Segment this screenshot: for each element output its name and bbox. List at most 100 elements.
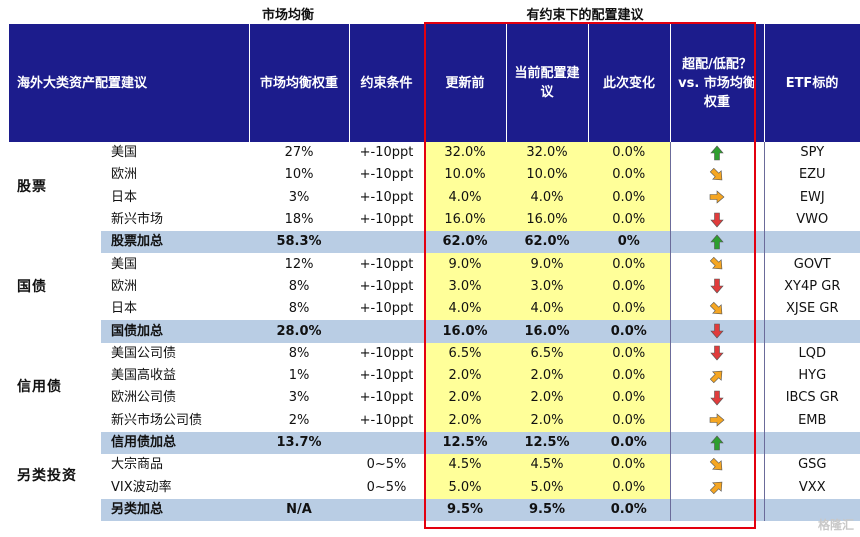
over-under-cell xyxy=(669,164,765,187)
total-over-under xyxy=(669,431,765,455)
table-row: 欧洲 8% +-10ppt 3.0% 3.0% 0.0% XY4P GR xyxy=(9,275,860,299)
asset-name: 美国公司债 xyxy=(111,345,177,361)
asset-name: 新兴市场 xyxy=(111,212,164,228)
change-cell: 0.0% xyxy=(588,253,671,276)
total-current: 62.0% xyxy=(506,231,589,254)
change-cell: 0.0% xyxy=(588,342,671,365)
total-spacer xyxy=(9,431,101,455)
before-cell: 4.0% xyxy=(424,298,507,321)
total-before: 62.0% xyxy=(424,231,507,254)
constraint-cell: +-10ppt xyxy=(359,390,414,406)
before-cell: 10.0% xyxy=(424,164,507,187)
arrow-right-icon xyxy=(709,190,725,204)
arrow-down-right-icon xyxy=(709,256,723,270)
eq-weight-cell: 10% xyxy=(284,167,314,183)
header-row: 海外大类资产配置建议 市场均衡权重 约束条件 更新前 当前配置建议 此次变化 超… xyxy=(9,24,860,142)
constraint-cell: +-10ppt xyxy=(359,345,414,361)
arrow-down-icon xyxy=(710,323,724,339)
current-cell: 5.0% xyxy=(506,476,589,499)
arrow-down-icon xyxy=(710,346,724,361)
current-cell: 4.0% xyxy=(506,298,589,321)
table-row: 日本 3% +-10ppt 4.0% 4.0% 0.0% EWJ xyxy=(9,186,860,209)
over-under-cell xyxy=(669,298,765,321)
before-cell: 32.0% xyxy=(424,142,507,165)
current-cell: 32.0% xyxy=(506,142,589,165)
total-before: 9.5% xyxy=(424,498,507,522)
constraint-cell: +-10ppt xyxy=(359,368,414,384)
before-cell: 4.5% xyxy=(424,454,507,477)
total-over-under xyxy=(669,231,765,254)
current-cell: 4.0% xyxy=(506,186,589,209)
before-cell: 9.0% xyxy=(424,253,507,276)
total-weight: N/A xyxy=(249,498,350,522)
total-row: 股票加总 58.3% 62.0% 62.0% 0% xyxy=(9,231,860,254)
total-change: 0.0% xyxy=(588,431,671,455)
over-under-cell xyxy=(669,409,765,432)
current-cell: 2.0% xyxy=(506,364,589,388)
total-etf xyxy=(763,231,860,254)
eq-weight-cell: 2% xyxy=(288,412,310,428)
current-cell: 2.0% xyxy=(506,409,589,432)
total-over-under xyxy=(669,320,765,343)
constraint-cell: 0~5% xyxy=(366,457,407,473)
total-etf xyxy=(763,431,860,455)
constraint-cell: +-10ppt xyxy=(359,256,414,272)
current-cell: 9.0% xyxy=(506,253,589,276)
header-change: 此次变化 xyxy=(588,24,671,142)
over-under-cell xyxy=(669,186,765,209)
current-cell: 3.0% xyxy=(506,275,589,299)
table-row: VIX波动率 0~5% 5.0% 5.0% 0.0% VXX xyxy=(9,476,860,499)
before-cell: 2.0% xyxy=(424,387,507,410)
total-weight: 58.3% xyxy=(249,231,350,254)
etf-cell: GOVT xyxy=(763,253,860,276)
asset-name: 日本 xyxy=(111,301,138,317)
etf-cell: EMB xyxy=(763,409,860,432)
current-cell: 10.0% xyxy=(506,164,589,187)
change-cell: 0.0% xyxy=(588,275,671,299)
table-row: 国债 美国 12% +-10ppt 9.0% 9.0% 0.0% GOVT xyxy=(9,253,860,295)
over-under-cell xyxy=(669,454,765,477)
total-spacer xyxy=(9,320,101,343)
total-spacer xyxy=(9,231,101,254)
total-constraint xyxy=(349,231,425,254)
asset-name: 日本 xyxy=(111,189,138,205)
constraint-cell: +-10ppt xyxy=(359,167,414,183)
total-change: 0% xyxy=(588,231,671,254)
etf-cell: VXX xyxy=(763,476,860,499)
constraint-cell: +-10ppt xyxy=(359,301,414,317)
total-etf xyxy=(763,320,860,343)
table-row: 欧洲公司债 3% +-10ppt 2.0% 2.0% 0.0% IBCS GR xyxy=(9,387,860,410)
change-cell: 0.0% xyxy=(588,454,671,477)
total-before: 16.0% xyxy=(424,320,507,343)
over-under-cell xyxy=(669,142,765,165)
arrow-up-right-icon xyxy=(709,481,723,495)
change-cell: 0.0% xyxy=(588,142,671,165)
header-etf: ETF标的 xyxy=(764,24,860,142)
asset-name: 欧洲 xyxy=(111,278,138,294)
etf-cell: HYG xyxy=(763,364,860,388)
before-cell: 2.0% xyxy=(424,409,507,432)
current-cell: 16.0% xyxy=(506,208,589,232)
before-cell: 6.5% xyxy=(424,342,507,365)
arrow-up-icon xyxy=(710,145,724,160)
over-under-cell xyxy=(669,476,765,499)
table-row: 美国高收益 1% +-10ppt 2.0% 2.0% 0.0% HYG xyxy=(9,364,860,388)
group-label: 另类投资 xyxy=(17,468,77,485)
constraint-cell: +-10ppt xyxy=(359,212,414,228)
constrained-caption: 有约束下的配置建议 xyxy=(526,8,644,23)
total-spacer xyxy=(9,498,101,522)
arrow-up-icon xyxy=(710,234,724,250)
table-row: 另类投资 大宗商品 0~5% 4.5% 4.5% 0.0% GSG xyxy=(9,454,860,484)
eq-weight-cell xyxy=(249,476,349,498)
total-name: 国债加总 xyxy=(101,320,250,343)
arrow-down-right-icon xyxy=(709,457,723,471)
arrow-down-right-icon xyxy=(709,167,723,181)
total-name: 另类加总 xyxy=(101,498,250,522)
allocation-table: 海外大类资产配置建议 市场均衡权重 约束条件 更新前 当前配置建议 此次变化 超… xyxy=(9,24,860,522)
watermark: 格隆汇 xyxy=(817,518,854,532)
before-cell: 3.0% xyxy=(424,275,507,299)
equilibrium-caption: 市场均衡 xyxy=(261,8,314,23)
etf-cell: IBCS GR xyxy=(763,387,860,410)
total-etf xyxy=(763,498,860,522)
change-cell: 0.0% xyxy=(588,164,671,187)
